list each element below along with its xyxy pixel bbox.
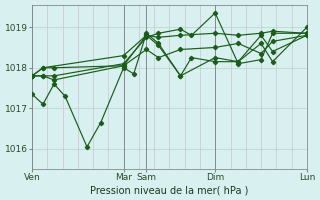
X-axis label: Pression niveau de la mer( hPa ): Pression niveau de la mer( hPa ) <box>90 185 249 195</box>
